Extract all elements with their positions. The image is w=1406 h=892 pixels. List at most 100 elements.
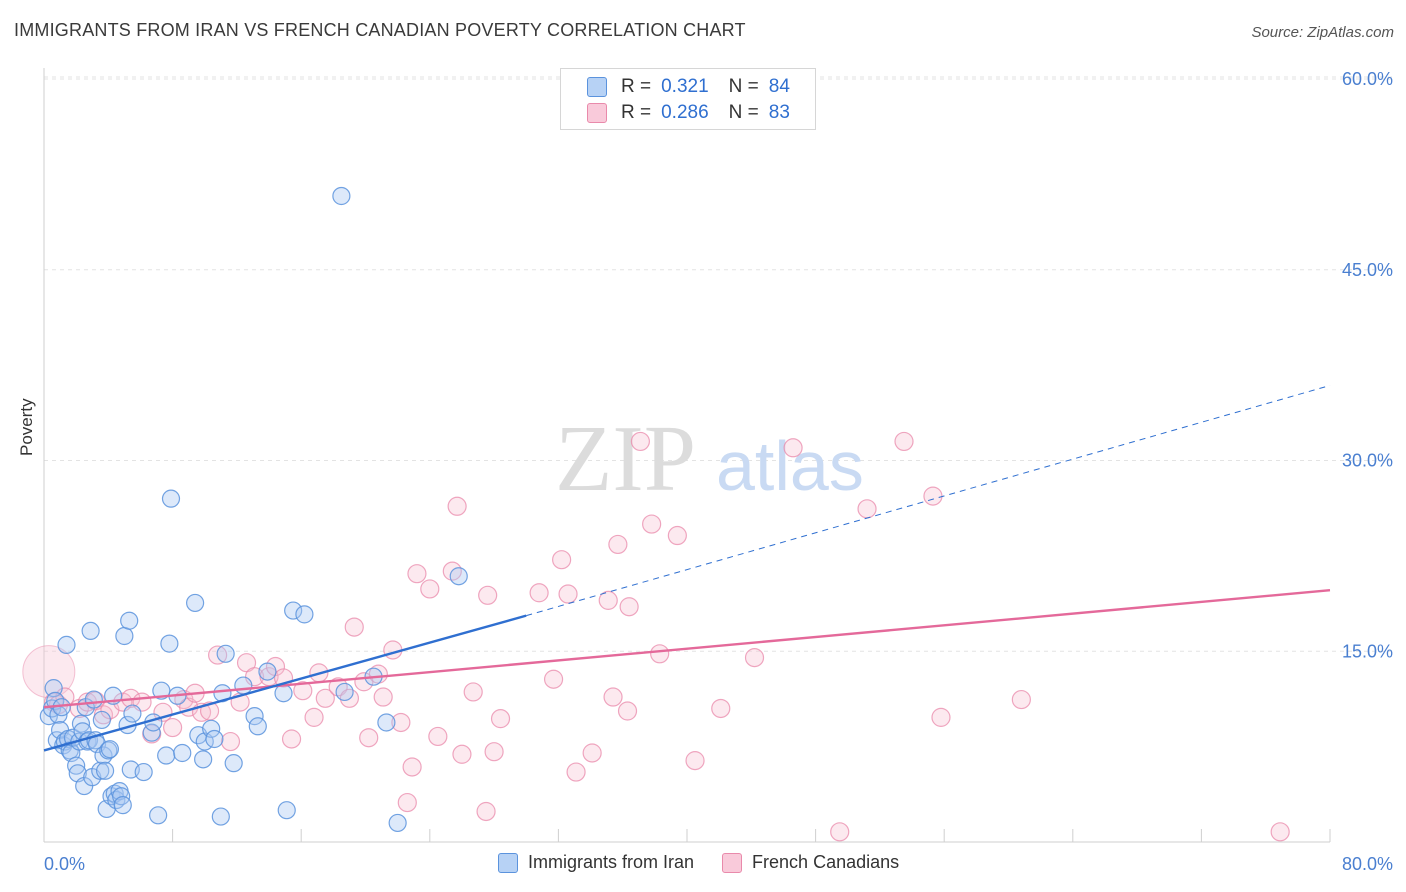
tick-labels: 15.0% 30.0% 45.0% 60.0% 0.0% 80.0% bbox=[44, 69, 1393, 874]
legend-row-french-canadians: R = 0.286 N = 83 bbox=[587, 101, 790, 125]
data-point-immigrants-from-iran bbox=[211, 807, 230, 826]
data-point-french-canadians bbox=[711, 698, 731, 719]
watermark: ZIP atlas bbox=[555, 407, 864, 511]
data-point-immigrants-from-iran bbox=[92, 710, 111, 730]
bottom-legend-item-iran: Immigrants from Iran bbox=[498, 852, 694, 873]
data-point-immigrants-from-iran bbox=[284, 601, 303, 620]
data-point-immigrants-from-iran bbox=[234, 676, 253, 695]
data-point-french-canadians bbox=[617, 701, 638, 721]
data-point-french-canadians bbox=[1011, 689, 1031, 710]
legend-n-label: N = bbox=[728, 76, 759, 97]
data-point-french-canadians bbox=[397, 792, 417, 813]
data-point-french-canadians bbox=[293, 681, 313, 701]
source-label: Source: ZipAtlas.com bbox=[1251, 24, 1394, 41]
data-point-immigrants-from-iran bbox=[194, 750, 213, 769]
data-point-immigrants-from-iran bbox=[245, 707, 264, 726]
bottom-legend-item-french-canadians: French Canadians bbox=[722, 852, 899, 873]
bottom-legend-label-iran: Immigrants from Iran bbox=[528, 852, 695, 872]
legend-r-label: R = bbox=[621, 76, 652, 97]
y-axis-label: Poverty bbox=[17, 398, 36, 456]
bottom-legend-swatch-french-canadians bbox=[722, 852, 743, 873]
data-point-immigrants-from-iran bbox=[449, 567, 468, 586]
data-point-french-canadians bbox=[281, 729, 302, 749]
data-point-french-canadians bbox=[476, 801, 496, 822]
data-point-french-canadians bbox=[582, 743, 602, 763]
data-point-french-canadians bbox=[407, 564, 427, 584]
legend-row-iran: R = 0.321 N = 84 bbox=[587, 75, 790, 99]
trend-line-extension-immigrants-from-iran bbox=[526, 384, 1331, 617]
data-point-immigrants-from-iran bbox=[157, 746, 176, 765]
data-point-immigrants-from-iran bbox=[295, 605, 314, 624]
data-point-immigrants-from-iran bbox=[67, 756, 86, 775]
data-point-french-canadians bbox=[685, 751, 705, 771]
data-point-french-canadians bbox=[608, 534, 628, 555]
series-french-canadians bbox=[22, 431, 1290, 842]
series-immigrants-from-iran bbox=[39, 186, 468, 833]
data-point-french-canadians bbox=[304, 707, 324, 727]
data-point-immigrants-from-iran bbox=[248, 717, 267, 736]
data-point-immigrants-from-iran bbox=[71, 714, 91, 733]
data-point-french-canadians bbox=[478, 585, 498, 605]
data-point-french-canadians bbox=[463, 682, 483, 702]
data-point-immigrants-from-iran bbox=[160, 634, 179, 653]
data-point-immigrants-from-iran bbox=[100, 740, 120, 759]
data-point-french-canadians bbox=[428, 726, 448, 747]
y-tick-label: 60.0% bbox=[1342, 69, 1393, 89]
data-point-immigrants-from-iran bbox=[377, 713, 396, 732]
data-point-french-canadians bbox=[543, 669, 564, 689]
x-tick-label-min: 0.0% bbox=[44, 854, 85, 874]
data-point-immigrants-from-iran bbox=[277, 801, 296, 820]
data-point-french-canadians bbox=[163, 717, 183, 738]
gridlines bbox=[44, 76, 1395, 652]
data-point-french-canadians bbox=[630, 431, 650, 452]
data-point-french-canadians bbox=[619, 597, 639, 617]
legend-swatch-french-canadians bbox=[587, 103, 607, 123]
trend-line-french-canadians bbox=[43, 589, 1331, 709]
data-point-french-canadians bbox=[931, 707, 951, 727]
data-point-immigrants-from-iran bbox=[186, 593, 205, 613]
chart-title: IMMIGRANTS FROM IRAN VS FRENCH CANADIAN … bbox=[14, 20, 746, 40]
trend-line-immigrants-from-iran bbox=[43, 614, 527, 752]
data-point-french-canadians bbox=[857, 499, 877, 519]
data-point-immigrants-from-iran bbox=[149, 806, 168, 825]
data-point-french-canadians bbox=[642, 514, 662, 534]
legend-r-value-iran: 0.321 bbox=[661, 76, 709, 97]
bottom-legend-label-french-canadians: French Canadians bbox=[752, 852, 900, 872]
data-point-french-canadians bbox=[923, 486, 943, 506]
data-point-french-canadians bbox=[220, 731, 241, 752]
legend-n-value-iran: 84 bbox=[768, 76, 790, 97]
data-point-french-canadians bbox=[667, 525, 687, 546]
watermark-zip: ZIP bbox=[555, 407, 696, 511]
data-point-immigrants-from-iran bbox=[388, 813, 407, 833]
legend-r-value-french-canadians: 0.286 bbox=[661, 102, 709, 123]
data-point-french-canadians bbox=[447, 496, 467, 516]
data-point-immigrants-from-iran bbox=[205, 729, 224, 749]
y-tick-label: 30.0% bbox=[1342, 451, 1393, 471]
data-point-immigrants-from-iran bbox=[120, 611, 139, 630]
data-point-french-canadians bbox=[373, 687, 393, 707]
data-point-french-canadians bbox=[344, 617, 364, 637]
trend-lines bbox=[43, 384, 1331, 752]
data-point-french-canadians bbox=[420, 579, 440, 599]
data-point-french-canadians bbox=[783, 438, 803, 458]
data-point-immigrants-from-iran bbox=[274, 684, 293, 703]
data-point-french-canadians bbox=[558, 584, 578, 604]
data-point-french-canadians bbox=[359, 728, 379, 748]
data-point-immigrants-from-iran bbox=[216, 644, 235, 663]
y-tick-label: 45.0% bbox=[1342, 260, 1393, 280]
data-point-french-canadians bbox=[830, 822, 850, 842]
data-point-immigrants-from-iran bbox=[258, 662, 277, 681]
x-tick-label-max: 80.0% bbox=[1342, 854, 1393, 874]
data-point-immigrants-from-iran bbox=[332, 186, 351, 206]
data-point-french-canadians bbox=[1270, 822, 1290, 842]
data-point-immigrants-from-iran bbox=[173, 743, 192, 763]
data-point-french-canadians bbox=[894, 431, 914, 452]
legend-swatch-iran bbox=[587, 77, 607, 97]
data-point-immigrants-from-iran bbox=[95, 761, 115, 780]
data-point-immigrants-from-iran bbox=[91, 761, 110, 780]
data-point-french-canadians bbox=[603, 687, 623, 707]
y-tick-label: 15.0% bbox=[1342, 641, 1393, 661]
data-point-french-canadians bbox=[529, 583, 549, 603]
data-point-immigrants-from-iran bbox=[115, 626, 134, 646]
